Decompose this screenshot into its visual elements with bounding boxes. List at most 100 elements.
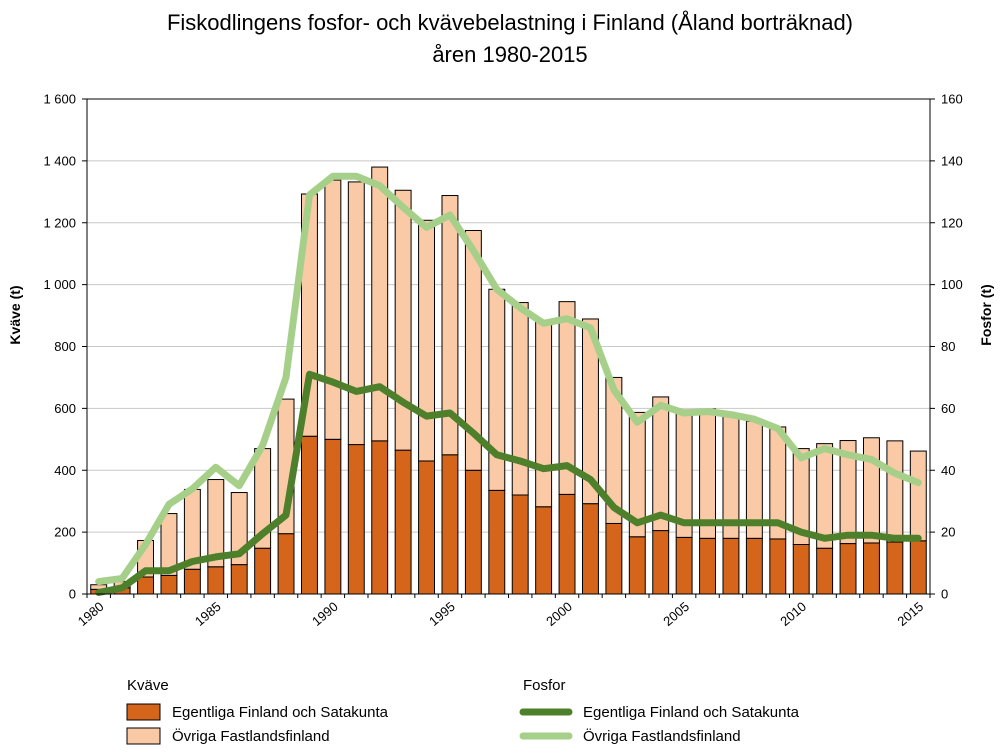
bar-egentliga-2006 bbox=[699, 537, 717, 595]
bar-ovriga-1990 bbox=[324, 179, 342, 440]
bar-ovriga-2015 bbox=[909, 450, 927, 542]
bar-egentliga-2008 bbox=[745, 537, 763, 595]
bar-egentliga-2007 bbox=[722, 537, 740, 595]
bar-ovriga-2011 bbox=[816, 443, 834, 549]
bar-ovriga-2000 bbox=[558, 301, 576, 495]
bar-egentliga-1987 bbox=[254, 547, 272, 595]
legend-heading-fosfor: Fosfor bbox=[523, 677, 566, 694]
y-tick-label-right: 80 bbox=[941, 339, 955, 354]
y-tick-label-right: 120 bbox=[941, 215, 963, 230]
bar-egentliga-2002 bbox=[605, 522, 623, 595]
x-tick-label: 2015 bbox=[894, 599, 926, 629]
y-tick-label-right: 160 bbox=[941, 92, 963, 107]
bar-ovriga-1985 bbox=[207, 479, 225, 568]
y-tick-label-left: 400 bbox=[54, 463, 76, 478]
bar-egentliga-1993 bbox=[394, 449, 412, 595]
bar-egentliga-1991 bbox=[347, 444, 365, 595]
bar-egentliga-1988 bbox=[277, 533, 295, 595]
bar-ovriga-1997 bbox=[488, 288, 506, 491]
bar-ovriga-1993 bbox=[394, 189, 412, 451]
bar-egentliga-2001 bbox=[581, 503, 599, 595]
legend-heading-kvave: Kväve bbox=[127, 677, 169, 694]
y-tick-label-left: 1 000 bbox=[43, 277, 76, 292]
y-tick-label-right: 20 bbox=[941, 525, 955, 540]
bar-egentliga-1998 bbox=[511, 494, 529, 595]
bar-egentliga-1982 bbox=[137, 576, 155, 595]
bar-egentliga-2013 bbox=[862, 542, 880, 595]
y-tick-label-right: 60 bbox=[941, 401, 955, 416]
bar-ovriga-2014 bbox=[886, 440, 904, 543]
bar-egentliga-1983 bbox=[160, 574, 178, 595]
chart-title-line-2: åren 1980-2015 bbox=[432, 42, 587, 67]
bar-ovriga-1983 bbox=[160, 513, 178, 576]
bar-ovriga-2004 bbox=[652, 396, 670, 532]
x-tick-label: 1985 bbox=[192, 599, 224, 629]
bar-ovriga-2010 bbox=[792, 448, 810, 545]
y-tick-label-left: 1 400 bbox=[43, 153, 76, 168]
bar-ovriga-1991 bbox=[347, 181, 365, 446]
bar-egentliga-2005 bbox=[675, 536, 693, 595]
bar-egentliga-2000 bbox=[558, 493, 576, 595]
bar-egentliga-2003 bbox=[628, 536, 646, 595]
bar-ovriga-2013 bbox=[862, 437, 880, 544]
legend-label-fosfor-egentliga: Egentliga Finland och Satakunta bbox=[583, 704, 800, 721]
line-fosfor-ovriga bbox=[95, 172, 922, 586]
legend-swatch-kvave-egentliga bbox=[126, 703, 161, 721]
legend-label-kvave-ovriga: Övriga Fastlandsfinland bbox=[172, 727, 330, 745]
y-axis-left-label: Kväve (t) bbox=[7, 285, 23, 344]
x-tick-label: 2000 bbox=[543, 599, 575, 629]
x-tick-label: 1995 bbox=[426, 599, 458, 629]
y-tick-label-left: 1 600 bbox=[43, 92, 76, 107]
x-tick-label: 2005 bbox=[660, 599, 692, 629]
bar-ovriga-1994 bbox=[418, 219, 436, 462]
bar-egentliga-2010 bbox=[792, 544, 810, 595]
y-tick-label-left: 800 bbox=[54, 339, 76, 354]
bar-ovriga-1996 bbox=[464, 229, 482, 471]
legend: Kväve Egentliga Finland och Satakunta Öv… bbox=[126, 677, 800, 745]
bar-ovriga-2001 bbox=[581, 318, 599, 505]
y-tick-label-right: 0 bbox=[941, 587, 948, 602]
bar-egentliga-2011 bbox=[816, 547, 834, 595]
legend-label-kvave-egentliga: Egentliga Finland och Satakunta bbox=[172, 704, 389, 721]
y-tick-label-right: 140 bbox=[941, 153, 963, 168]
bar-egentliga-1996 bbox=[464, 469, 482, 595]
bar-ovriga-1995 bbox=[441, 195, 459, 456]
lines bbox=[95, 172, 922, 596]
y-tick-label-left: 600 bbox=[54, 401, 76, 416]
bar-egentliga-1999 bbox=[535, 506, 553, 595]
x-tick-label: 2010 bbox=[777, 599, 809, 629]
bar-egentliga-1985 bbox=[207, 566, 225, 595]
bar-ovriga-2012 bbox=[839, 440, 857, 545]
bar-ovriga-1999 bbox=[535, 321, 553, 508]
y-tick-label-left: 1 200 bbox=[43, 215, 76, 230]
gridlines bbox=[87, 160, 930, 533]
y-tick-label-right: 100 bbox=[941, 277, 963, 292]
bar-egentliga-1989 bbox=[300, 435, 318, 595]
y-axis-right-label: Fosfor (t) bbox=[978, 284, 994, 345]
bar-ovriga-2002 bbox=[605, 376, 623, 524]
bar-egentliga-2009 bbox=[769, 538, 787, 595]
bar-egentliga-1994 bbox=[418, 460, 436, 595]
bar-egentliga-2012 bbox=[839, 543, 857, 595]
legend-label-fosfor-ovriga: Övriga Fastlandsfinland bbox=[583, 727, 741, 745]
chart-title-line-1: Fiskodlingens fosfor- och kvävebelastnin… bbox=[167, 10, 853, 35]
bar-egentliga-2004 bbox=[652, 530, 670, 595]
y-tick-label-left: 200 bbox=[54, 525, 76, 540]
bar-egentliga-1990 bbox=[324, 438, 342, 595]
bar-egentliga-2014 bbox=[886, 541, 904, 595]
y-tick-label-right: 40 bbox=[941, 463, 955, 478]
bar-egentliga-1992 bbox=[371, 440, 389, 595]
bar-egentliga-1997 bbox=[488, 489, 506, 595]
x-tick-label: 1990 bbox=[309, 599, 341, 629]
bar-egentliga-1995 bbox=[441, 454, 459, 595]
x-tick-label: 1980 bbox=[75, 599, 107, 629]
bar-ovriga-2003 bbox=[628, 411, 646, 538]
bar-ovriga-1998 bbox=[511, 302, 529, 496]
bar-egentliga-2015 bbox=[909, 540, 927, 595]
line-fosfor-egentliga bbox=[95, 370, 922, 596]
bar-ovriga-2006 bbox=[699, 408, 717, 539]
legend-swatch-kvave-ovriga bbox=[126, 727, 161, 745]
bar-egentliga-1984 bbox=[183, 568, 201, 595]
bar-ovriga-1992 bbox=[371, 166, 389, 442]
